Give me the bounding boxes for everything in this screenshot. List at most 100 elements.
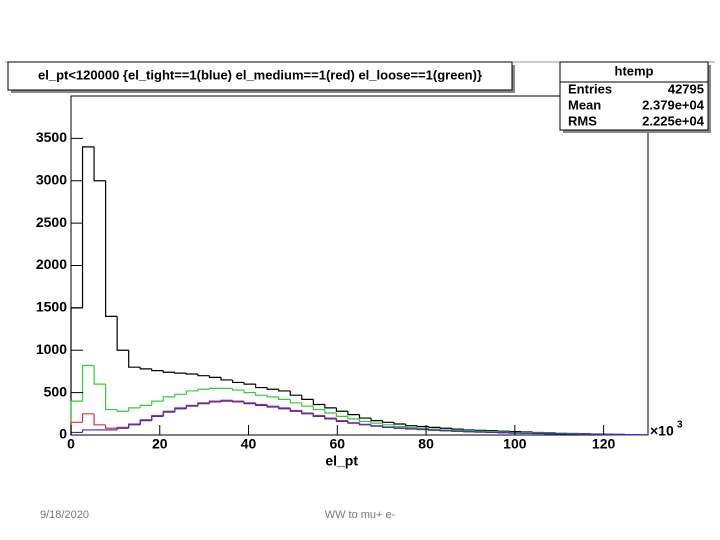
histogram-bin <box>197 388 210 391</box>
stats-label: RMS <box>568 113 597 128</box>
histogram-bin <box>451 430 464 432</box>
histogram-bin <box>174 372 187 374</box>
histogram-bin <box>105 424 118 429</box>
histogram-bin <box>347 411 360 416</box>
x-tick-label: 60 <box>330 436 346 452</box>
histogram-bin <box>381 426 395 428</box>
histogram-bin <box>462 431 475 433</box>
stats-value: 42795 <box>668 81 704 96</box>
histogram-bin <box>116 409 129 412</box>
histogram-bin <box>312 406 325 411</box>
histogram-bin <box>93 365 106 385</box>
histogram-bin <box>197 403 210 407</box>
histogram-bin <box>393 422 406 425</box>
histogram-bin <box>266 395 279 398</box>
histogram-bin <box>358 414 372 419</box>
histogram-bin <box>416 428 429 431</box>
stats-label: Mean <box>568 97 601 112</box>
histogram-bin <box>381 423 395 426</box>
x-tick-label: 40 <box>241 436 257 452</box>
histogram-bin <box>393 427 406 429</box>
histogram-bin <box>289 408 302 412</box>
histogram-bin <box>335 418 348 423</box>
histogram-bin <box>347 416 360 420</box>
histogram-bin <box>185 405 198 409</box>
histogram-bin <box>416 425 429 428</box>
histogram-bin <box>116 316 129 351</box>
plot <box>70 146 648 436</box>
histogram-bin <box>128 407 141 412</box>
histogram-bin <box>255 392 268 396</box>
stats-box <box>559 61 709 131</box>
histogram-bin <box>139 367 152 370</box>
histogram-bin <box>405 428 418 430</box>
histogram-bin <box>128 350 141 368</box>
histogram-bin <box>312 399 325 406</box>
x-multiplier-exponent: 3 <box>677 420 683 431</box>
histogram-bin <box>208 401 222 404</box>
x-tick-label: 120 <box>592 436 616 452</box>
x-axis-label: el_pt <box>325 453 358 469</box>
stats-value: 2.225e+04 <box>642 113 705 128</box>
y-tick-label: 500 <box>44 383 68 399</box>
histogram-bin <box>266 387 279 390</box>
histogram-bin <box>301 411 314 415</box>
histogram-bin <box>116 427 129 430</box>
footer-date: 9/18/2020 <box>40 509 89 521</box>
histogram-bin <box>358 418 372 423</box>
histogram-bin <box>81 429 95 433</box>
histogram-bin <box>174 393 187 397</box>
x-tick-label: 100 <box>503 436 527 452</box>
x-multiplier: ×10 <box>650 423 674 439</box>
histogram-bin <box>324 409 337 414</box>
histogram-bin <box>278 396 291 401</box>
plot-frame <box>70 95 649 436</box>
histogram-bin <box>335 412 348 417</box>
histogram-bin <box>243 390 256 394</box>
histogram-bin <box>255 403 268 406</box>
stats-name: htemp <box>615 63 654 78</box>
histogram-bin <box>370 418 383 422</box>
histogram-bin <box>93 146 106 182</box>
histogram-bin <box>185 390 198 395</box>
x-tick-label: 0 <box>67 436 75 452</box>
histogram-bin <box>231 401 245 403</box>
stats-value: 2.379e+04 <box>642 97 705 112</box>
histogram-bin <box>439 427 452 429</box>
histogram-bin <box>243 401 256 405</box>
histogram-series <box>70 400 648 436</box>
histogram-bin <box>208 375 222 378</box>
y-tick-label: 2500 <box>36 214 67 230</box>
histogram-bin <box>335 407 348 412</box>
x-tick-label: 20 <box>152 436 168 452</box>
y-tick-label: 1000 <box>36 341 67 357</box>
histogram-bin <box>324 404 337 409</box>
histogram-bin <box>151 415 164 421</box>
histogram-bin <box>358 423 372 426</box>
histogram-bin <box>381 420 395 423</box>
histogram-bin <box>162 370 175 373</box>
stats-label: Entries <box>568 81 612 96</box>
histogram-bin <box>185 373 198 375</box>
histogram-bin <box>151 400 164 406</box>
histogram-bin <box>312 413 325 417</box>
histogram-bin <box>428 429 441 431</box>
y-tick-label: 3500 <box>36 129 67 145</box>
histogram-bin <box>301 395 314 401</box>
histogram-bin <box>451 428 464 430</box>
histogram-bin <box>81 413 95 423</box>
histogram-bin <box>174 408 187 413</box>
histogram-bin <box>324 416 337 420</box>
histogram-bin <box>220 400 233 402</box>
histogram-bin <box>289 399 302 404</box>
histogram-bin <box>81 146 95 308</box>
histogram-bin <box>220 377 233 381</box>
histogram-bin <box>162 396 175 402</box>
histogram-bin <box>243 382 256 385</box>
histogram-bin <box>405 423 418 427</box>
histogram-bin <box>278 389 291 392</box>
histogram-bin <box>162 411 175 417</box>
histogram-bin <box>428 426 441 428</box>
y-tick-label: 3000 <box>36 171 67 187</box>
